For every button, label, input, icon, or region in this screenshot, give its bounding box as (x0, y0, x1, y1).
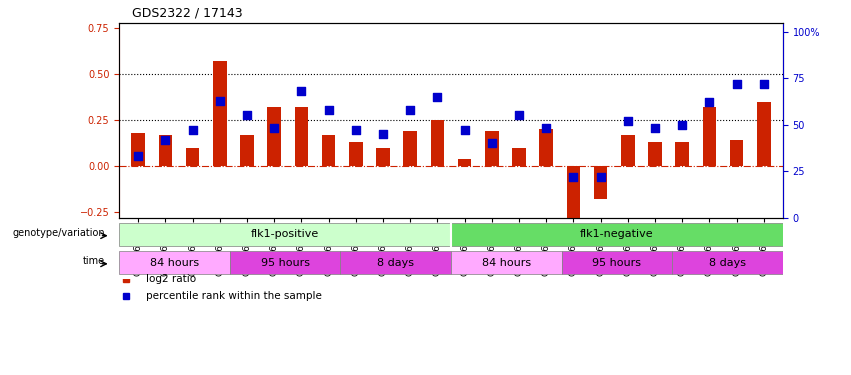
Bar (431, 120, 444, 166)
Point (540, 125, 553, 131)
Bar (403, 131, 417, 166)
Bar (349, 142, 363, 166)
Point (349, 127, 363, 133)
Text: GDS2322 / 17143: GDS2322 / 17143 (133, 7, 243, 20)
Bar (512, 148, 526, 166)
FancyBboxPatch shape (562, 251, 672, 274)
Bar (703, 107, 717, 166)
Point (567, 174, 580, 180)
Text: time: time (83, 256, 106, 266)
Bar (594, 166, 608, 199)
Bar (131, 133, 145, 166)
Bar (621, 135, 635, 166)
Point (730, 81, 744, 87)
Text: 84 hours: 84 hours (482, 258, 531, 267)
Text: 84 hours: 84 hours (150, 258, 199, 267)
FancyBboxPatch shape (451, 223, 783, 246)
FancyBboxPatch shape (672, 251, 783, 274)
Point (131, 153, 145, 159)
Bar (376, 148, 390, 166)
Point (294, 88, 308, 94)
Bar (567, 166, 580, 218)
Point (757, 81, 771, 87)
Bar (158, 135, 172, 166)
Point (594, 174, 608, 180)
Bar (730, 140, 744, 166)
Point (376, 131, 390, 137)
Text: percentile rank within the sample: percentile rank within the sample (146, 291, 322, 301)
Bar (267, 107, 281, 166)
FancyBboxPatch shape (451, 251, 562, 274)
Point (240, 112, 254, 118)
Text: genotype/variation: genotype/variation (13, 228, 106, 238)
Point (158, 136, 172, 142)
Bar (458, 159, 471, 166)
Point (621, 118, 635, 124)
Text: log2 ratio: log2 ratio (146, 274, 196, 284)
Point (431, 94, 444, 100)
Point (648, 125, 662, 131)
Text: 95 hours: 95 hours (592, 258, 642, 267)
Point (267, 125, 281, 131)
Bar (240, 135, 254, 166)
Point (676, 122, 689, 128)
FancyBboxPatch shape (119, 251, 230, 274)
Point (186, 127, 199, 133)
Point (703, 99, 717, 105)
Bar (540, 129, 553, 166)
Text: 8 days: 8 days (709, 258, 746, 267)
Text: 8 days: 8 days (377, 258, 414, 267)
Text: flk1-negative: flk1-negative (580, 230, 654, 239)
FancyBboxPatch shape (230, 251, 340, 274)
Bar (648, 142, 662, 166)
Text: 95 hours: 95 hours (260, 258, 310, 267)
Bar (485, 131, 499, 166)
Bar (186, 148, 199, 166)
Point (403, 107, 417, 113)
Point (485, 140, 499, 146)
Point (512, 112, 526, 118)
Point (458, 127, 471, 133)
Bar (322, 135, 335, 166)
Point (322, 107, 335, 113)
Bar (213, 61, 226, 166)
FancyBboxPatch shape (340, 251, 451, 274)
Bar (294, 107, 308, 166)
Bar (676, 142, 689, 166)
Text: flk1-positive: flk1-positive (251, 230, 319, 239)
FancyBboxPatch shape (119, 223, 451, 246)
Point (213, 98, 226, 104)
Bar (757, 102, 771, 166)
